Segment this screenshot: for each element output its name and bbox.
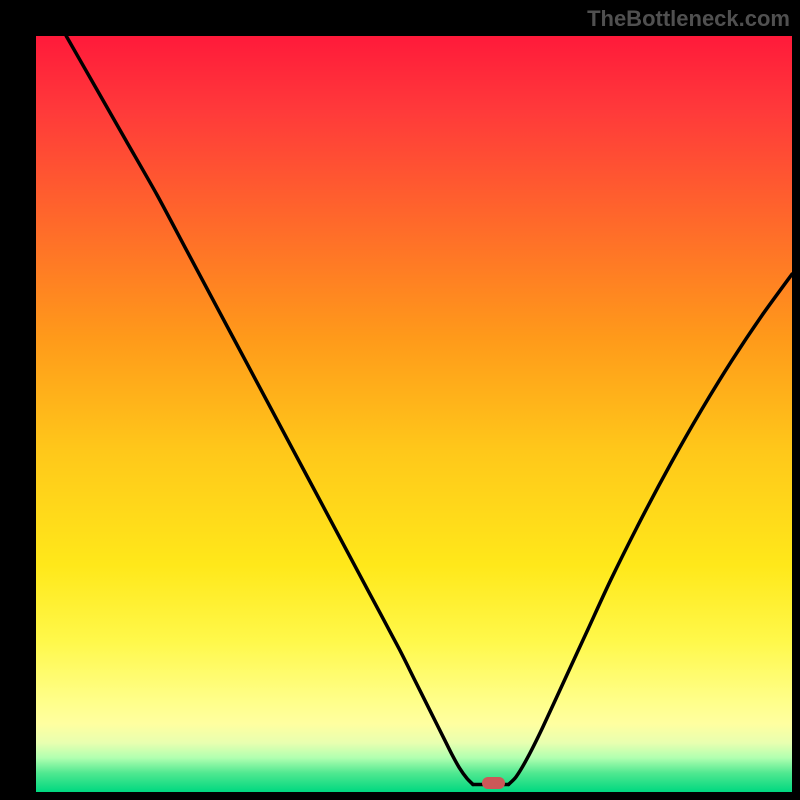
watermark-text: TheBottleneck.com	[587, 6, 790, 32]
plot-area	[36, 36, 792, 792]
minimum-marker	[482, 777, 505, 789]
bottleneck-curve	[36, 36, 792, 792]
chart-container: TheBottleneck.com	[0, 0, 800, 800]
